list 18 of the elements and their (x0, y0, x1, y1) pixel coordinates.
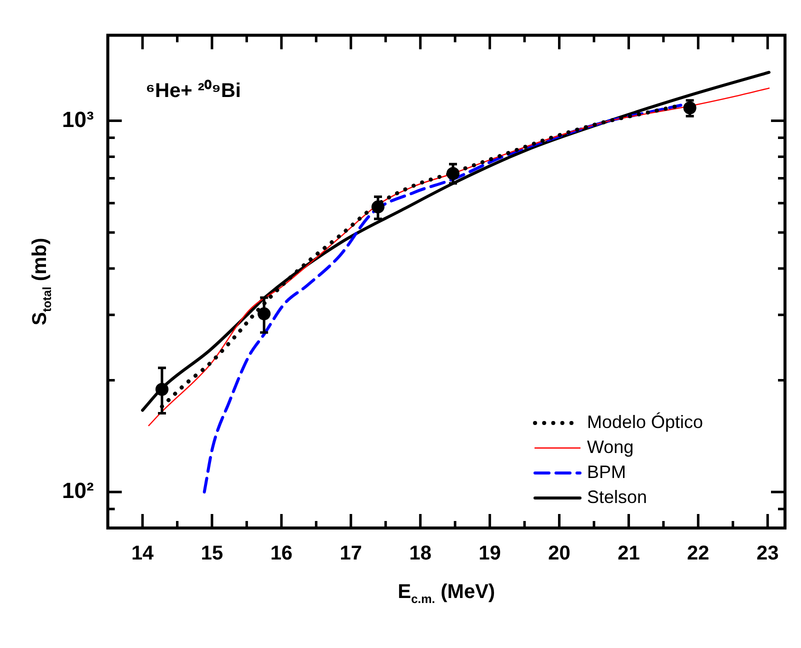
y-axis-title: Stotal (mb) (28, 238, 54, 326)
legend-label: Wong (587, 436, 634, 457)
y-tick-label: 10³ (62, 106, 94, 132)
legend-label: Modelo Óptico (587, 412, 704, 432)
x-tick-label: 16 (270, 542, 293, 565)
y-tick-label: 10² (62, 478, 94, 504)
legend-label: BPM (587, 462, 626, 482)
x-tick-label: 14 (131, 542, 155, 565)
annotation: ⁶He+ ²⁰⁹Bi (146, 79, 241, 102)
x-tick-label: 18 (409, 542, 432, 565)
x-tick-label: 15 (200, 542, 224, 565)
x-tick-label: 21 (618, 542, 640, 565)
x-tick-label: 19 (478, 542, 501, 565)
x-tick-label: 22 (687, 542, 710, 565)
legend-label: Stelson (587, 486, 648, 507)
x-tick-label: 17 (340, 542, 362, 565)
x-tick-label: 20 (548, 542, 570, 565)
x-tick-label: 23 (756, 542, 779, 565)
